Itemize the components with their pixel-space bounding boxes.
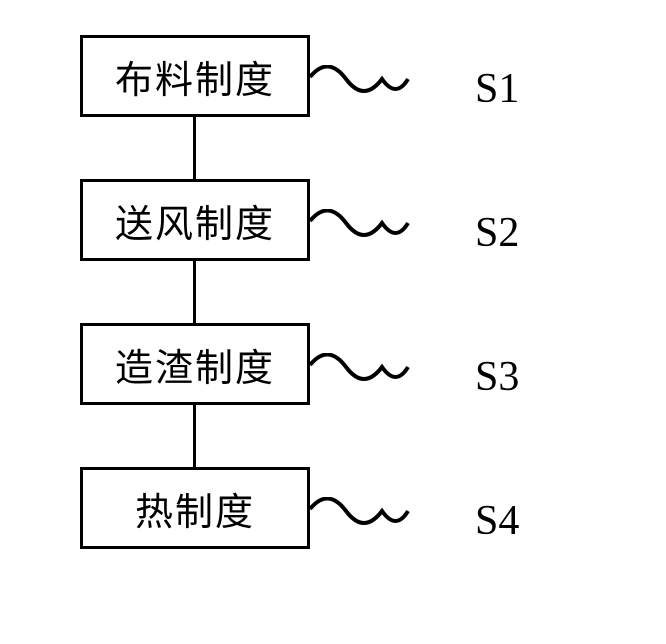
flowchart-node: 送风制度 xyxy=(80,179,310,261)
step-label: S1 xyxy=(475,65,519,113)
step-label: S3 xyxy=(475,353,519,401)
flowchart-connector xyxy=(193,405,196,467)
wave-connector xyxy=(310,65,410,110)
flowchart-node: 造渣制度 xyxy=(80,323,310,405)
flowchart-connector xyxy=(193,261,196,323)
node-text: 布料制度 xyxy=(115,49,275,104)
node-text: 送风制度 xyxy=(115,193,275,248)
node-text: 热制度 xyxy=(135,481,255,536)
wave-connector xyxy=(310,497,410,542)
flowchart-connector xyxy=(193,117,196,179)
flowchart-node: 热制度 xyxy=(80,467,310,549)
node-text: 造渣制度 xyxy=(115,337,275,392)
step-label: S4 xyxy=(475,497,519,545)
flowchart-node: 布料制度 xyxy=(80,35,310,117)
wave-connector xyxy=(310,353,410,398)
wave-connector xyxy=(310,209,410,254)
step-label: S2 xyxy=(475,209,519,257)
